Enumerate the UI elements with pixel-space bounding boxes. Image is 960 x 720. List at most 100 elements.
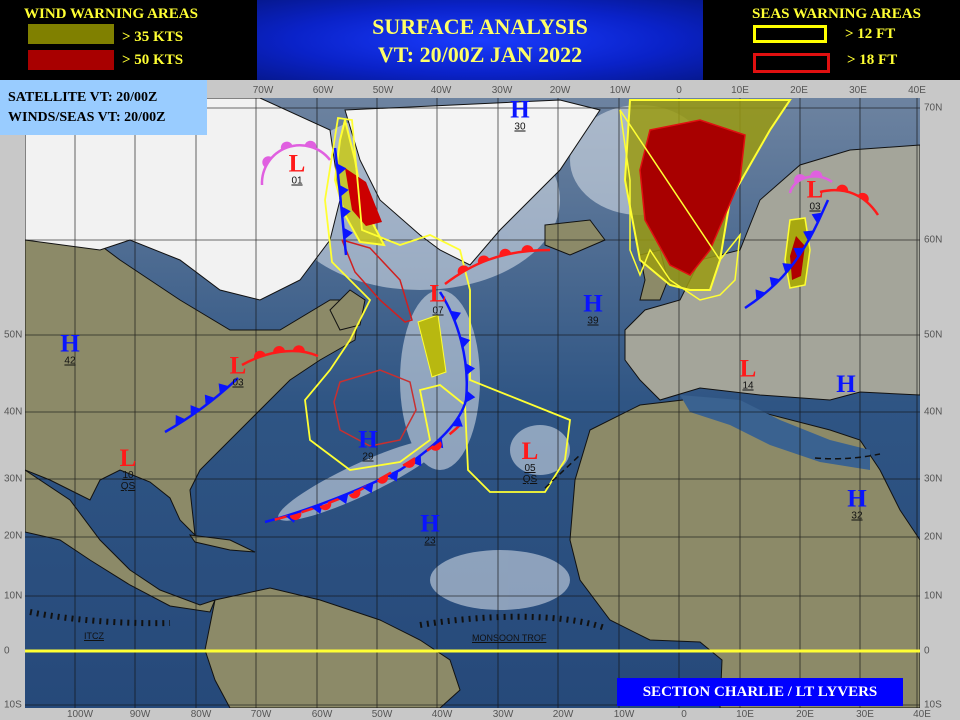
warm-front-semicircle — [273, 346, 286, 353]
pressure-letter: L — [429, 280, 447, 308]
header-bar: WIND WARNING AREAS > 35 KTS > 50 KTS SUR… — [0, 0, 960, 80]
bottom-lon-label: 0 — [681, 709, 687, 720]
davis-strait-wind-50kt — [345, 168, 382, 226]
central-atlantic-seas-18ft — [333, 369, 417, 447]
western-europe-seas-12ft — [619, 109, 742, 301]
bottom-lon-label: 40W — [431, 709, 453, 720]
high-pressure-center: H 30 — [510, 96, 530, 133]
bottom-lon-label: 60W — [311, 709, 333, 720]
pressure-letter: L — [288, 150, 306, 178]
bottom-lon-label: 20E — [796, 709, 814, 720]
left-lat-label: 20N — [4, 530, 23, 542]
right-lat-label: 50N — [924, 329, 943, 341]
central-pressure: 39 — [587, 315, 599, 327]
right-lat-label: 0 — [924, 645, 930, 657]
title-line-2: VT: 20/00Z JAN 2022 — [377, 42, 583, 67]
right-lat-label: 10S — [924, 699, 942, 711]
bottom-lon-label: 50W — [371, 709, 393, 720]
pressure-letter: L — [739, 355, 757, 383]
top-lon-label: 60W — [312, 85, 334, 96]
high-pressure-center: H 23 — [420, 510, 440, 547]
mediterranean-sea — [680, 395, 870, 470]
warm-front-semicircle — [477, 255, 490, 264]
cold-front-triangle — [465, 363, 476, 376]
canadian-arctic — [25, 98, 341, 301]
movement-note: QS — [522, 474, 538, 485]
central-pressure: 03 — [809, 201, 821, 213]
low-pressure-center: L 03 — [807, 178, 824, 213]
landmasses — [25, 98, 920, 708]
warm-front-semicircle — [521, 245, 534, 252]
bottom-lon-label: 40E — [913, 709, 931, 720]
cold-front-triangle — [175, 415, 186, 426]
warning-areas — [304, 99, 811, 493]
top-lon-label: 10W — [609, 85, 631, 96]
mid-atlantic-wind-35kt — [417, 314, 447, 378]
pressure-letter: H — [583, 290, 603, 318]
cold-front-atlantic — [264, 291, 468, 524]
greenland — [344, 99, 601, 266]
front-symbols — [175, 140, 869, 523]
left-lat-label: 50N — [4, 329, 23, 341]
wind-50kt-label: > 50 KTS — [122, 52, 184, 68]
cold-front-triangle — [336, 163, 347, 176]
top-lon-label: 30E — [849, 85, 867, 96]
left-lat-label: 10S — [4, 699, 22, 711]
cold-front-triangle — [218, 383, 230, 395]
bottom-lon-label: 90W — [129, 709, 151, 720]
pressure-letter: H — [420, 510, 440, 538]
pressure-letter: L — [119, 445, 137, 472]
warm-front-semicircle — [430, 441, 442, 451]
right-lat-label: 40N — [924, 406, 943, 418]
newfoundland — [329, 289, 366, 331]
pressure-letter: H — [510, 96, 530, 124]
bottom-lon-label: 20W — [552, 709, 574, 720]
right-lat-label: 60N — [924, 234, 943, 246]
central-pressure: 01 — [291, 175, 303, 187]
cold-front-triangle — [190, 405, 201, 416]
bottom-lon-label: 10E — [736, 709, 754, 720]
warm-front-semicircle — [280, 141, 293, 150]
cold-front-triangle — [339, 184, 349, 197]
seas-18ft-label: > 18 FT — [847, 52, 898, 68]
bottom-lon-label: 80W — [190, 709, 212, 720]
right-lat-label: 70N — [924, 102, 943, 114]
top-lon-label: 20W — [549, 85, 571, 96]
warm-front-semicircle — [304, 140, 317, 149]
labrador-seas-18ft — [341, 239, 413, 323]
right-lat-label: 30N — [924, 473, 943, 485]
cold-front-triangle — [769, 277, 781, 288]
cold-front-triangle — [782, 263, 794, 274]
valid-time-box: SATELLITE VT: 20/00Z WINDS/SEAS VT: 20/0… — [0, 80, 207, 135]
satellite-valid-time: SATELLITE VT: 20/00Z — [8, 90, 158, 105]
lat-lon-grid — [25, 98, 920, 708]
section-credit: SECTION CHARLIE / LT LYVERS — [617, 678, 903, 706]
pressure-letter: H — [358, 426, 378, 454]
central-pressure: 14 — [742, 380, 754, 392]
monsoon-trof — [419, 613, 607, 631]
cold-front-triangle — [362, 482, 374, 494]
high-pressure-center: H 32 — [847, 487, 866, 522]
cold-front-davis-strait — [333, 147, 348, 256]
trof-east-med — [814, 453, 881, 460]
warm-front-semicircle — [457, 265, 469, 275]
left-lat-label: 10N — [4, 590, 23, 602]
cold-front-triangle — [459, 336, 471, 348]
warm-front-semicircle — [836, 184, 849, 192]
cold-front-triangle — [311, 503, 323, 514]
central-america — [25, 469, 216, 613]
warm-front-semicircle — [857, 192, 869, 203]
warm-front-semicircle — [262, 156, 272, 168]
cuba — [188, 534, 256, 553]
top-lon-label: 50W — [372, 85, 394, 96]
iceland — [544, 219, 606, 256]
seas-12ft-label: > 12 FT — [845, 26, 896, 42]
wind-35kt-label: > 35 KTS — [122, 29, 184, 45]
cold-front-triangle — [204, 394, 216, 406]
low-pressure-center: L 05 QS — [522, 439, 539, 485]
central-pressure: 23 — [424, 535, 436, 547]
warm-front-semicircle — [810, 170, 823, 177]
cold-front-triangle — [343, 227, 353, 240]
low-pressure-center: L 14 — [739, 355, 757, 392]
top-lon-label: 70W — [252, 85, 274, 96]
